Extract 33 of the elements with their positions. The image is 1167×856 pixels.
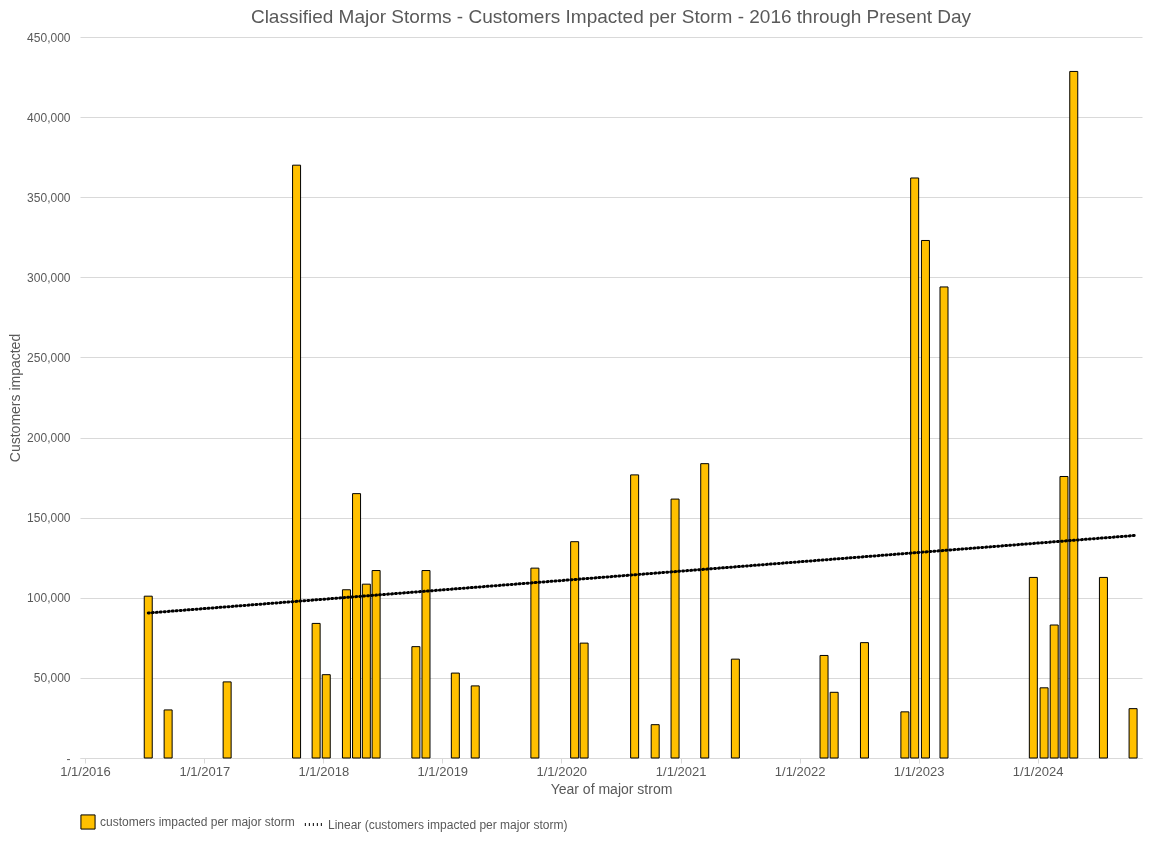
y-tick-label: 300,000 — [27, 270, 71, 285]
y-tick-label: 250,000 — [27, 350, 71, 365]
x-tick-label: 1/1/2020 — [536, 763, 588, 779]
y-tick-label: 50,000 — [33, 671, 71, 686]
x-tick-label: 1/1/2018 — [298, 763, 350, 779]
y-tick-label: - — [66, 751, 71, 766]
x-tick-label: 1/1/2021 — [655, 763, 707, 779]
y-tick-label: 200,000 — [27, 431, 71, 446]
y-tick-label: 350,000 — [27, 190, 71, 205]
legend-label: customers impacted per major storm — [100, 815, 295, 829]
y-tick-label: 400,000 — [27, 110, 71, 125]
x-tick-label: 1/1/2024 — [1012, 763, 1064, 779]
x-tick-label: 1/1/2022 — [774, 763, 826, 779]
bar — [650, 724, 660, 759]
y-tick-label: 150,000 — [27, 511, 71, 526]
x-tick-label: 1/1/2019 — [417, 763, 469, 779]
x-tick-label: 1/1/2017 — [179, 763, 231, 779]
bar — [450, 672, 460, 759]
y-axis-title: Customers impacted — [7, 333, 24, 463]
y-tick-label: 450,000 — [27, 30, 71, 45]
bar — [222, 681, 232, 759]
chart-title: Classified Major Storms - Customers Impacted per Storm - 2016 through Present Day — [250, 6, 972, 27]
x-tick-label: 1/1/2023 — [893, 763, 945, 779]
bar — [859, 642, 869, 759]
x-tick-label: 1/1/2016 — [60, 763, 111, 779]
bar — [730, 658, 740, 759]
legend-label: Linear (customers impacted per major storm) — [328, 817, 568, 832]
x-axis-title: Year of major strom — [550, 780, 673, 797]
bar — [163, 709, 173, 759]
bar — [1128, 708, 1138, 759]
bar — [470, 685, 480, 759]
bar — [1098, 576, 1108, 759]
y-tick-label: 100,000 — [27, 591, 71, 606]
